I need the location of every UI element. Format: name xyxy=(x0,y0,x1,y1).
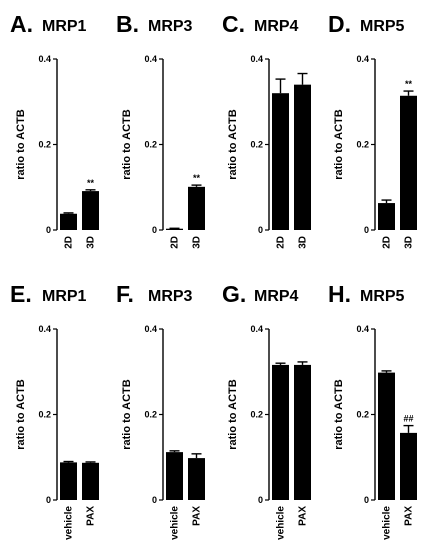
panel-letter: E. xyxy=(10,281,32,307)
bar xyxy=(272,93,289,230)
category-label: 2D xyxy=(276,236,287,249)
category-label: PAX xyxy=(404,506,415,526)
y-tick-label: 0.4 xyxy=(38,324,51,334)
significance-label: ** xyxy=(405,79,413,89)
panel-letter: H. xyxy=(328,281,351,307)
significance-label: ## xyxy=(403,414,413,424)
y-tick-label: 0 xyxy=(46,495,51,505)
y-tick-label: 0.4 xyxy=(250,54,263,64)
category-label: 2D xyxy=(64,236,75,249)
panel-title: MRP1 xyxy=(42,18,87,35)
y-tick-label: 0 xyxy=(46,225,51,235)
bar xyxy=(166,452,183,500)
significance-label: ** xyxy=(193,173,201,183)
y-tick-label: 0 xyxy=(152,225,157,235)
panel-title: MRP3 xyxy=(148,288,193,305)
y-axis-label: ratio to ACTB xyxy=(333,379,345,450)
y-tick-label: 0.4 xyxy=(356,324,369,334)
panel-letter: F. xyxy=(116,281,134,307)
panel-c: C. MRP4 0 0.2 0.4 ratio to ACTB 2D 3D xyxy=(222,11,311,249)
category-label: 3D xyxy=(192,236,203,249)
panel-h: H. MRP5 0 0.2 0.4 ratio to ACTB vehicle ## PAX xyxy=(328,281,417,540)
panel-letter: A. xyxy=(10,11,33,37)
y-axis-label: ratio to ACTB xyxy=(227,109,239,180)
category-label: vehicle xyxy=(170,506,181,540)
y-tick-label: 0.4 xyxy=(250,324,263,334)
category-label: 3D xyxy=(86,236,97,249)
y-tick-label: 0 xyxy=(258,495,263,505)
category-label: vehicle xyxy=(64,506,75,540)
bar xyxy=(60,213,77,230)
category-label: PAX xyxy=(298,506,309,526)
y-tick-label: 0.2 xyxy=(144,140,157,150)
bar xyxy=(272,364,289,500)
y-tick-label: 0 xyxy=(258,225,263,235)
bar xyxy=(294,84,311,231)
y-tick-label: 0.4 xyxy=(38,54,51,64)
y-axis-label: ratio to ACTB xyxy=(333,109,345,180)
y-tick-label: 0 xyxy=(364,495,369,505)
panel-title: MRP1 xyxy=(42,288,87,305)
panel-letter: C. xyxy=(222,11,245,37)
category-label: 3D xyxy=(298,236,309,249)
y-tick-label: 0 xyxy=(364,225,369,235)
y-tick-label: 0.2 xyxy=(250,140,263,150)
y-tick-label: 0.2 xyxy=(356,410,369,420)
panel-letter: D. xyxy=(328,11,351,37)
panel-f: F. MRP3 0 0.2 0.4 ratio to ACTB vehicle PAX xyxy=(116,281,205,540)
y-axis-label: ratio to ACTB xyxy=(227,379,239,450)
y-axis-label: ratio to ACTB xyxy=(15,379,27,450)
y-tick-label: 0.2 xyxy=(144,410,157,420)
y-tick-label: 0.2 xyxy=(38,410,51,420)
bar xyxy=(82,462,99,500)
y-tick-label: 0 xyxy=(152,495,157,505)
category-label: PAX xyxy=(192,506,203,526)
panel-letter: G. xyxy=(222,281,246,307)
panel-e: E. MRP1 0 0.2 0.4 ratio to ACTB vehicle PAX xyxy=(10,281,99,540)
bar xyxy=(400,432,417,500)
panel-title: MRP3 xyxy=(148,18,193,35)
panel-title: MRP4 xyxy=(254,288,299,305)
category-label: vehicle xyxy=(276,506,287,540)
panel-a: A. MRP1 0 0.2 0.4 ratio to ACTB 2D ** 3D xyxy=(10,11,99,249)
bar xyxy=(60,462,77,500)
y-tick-label: 0.4 xyxy=(144,54,157,64)
bar xyxy=(378,203,395,230)
category-label: 2D xyxy=(170,236,181,249)
panel-g: G. MRP4 0 0.2 0.4 ratio to ACTB vehicle PAX xyxy=(222,281,311,540)
category-label: 2D xyxy=(382,236,393,249)
category-label: vehicle xyxy=(382,506,393,540)
y-axis-label: ratio to ACTB xyxy=(121,379,133,450)
panel-title: MRP5 xyxy=(360,288,405,305)
panel-letter: B. xyxy=(116,11,139,37)
bar xyxy=(378,372,395,500)
category-label: 3D xyxy=(404,236,415,249)
panel-title: MRP4 xyxy=(254,18,299,35)
y-tick-label: 0.2 xyxy=(356,140,369,150)
y-tick-label: 0.4 xyxy=(144,324,157,334)
y-tick-label: 0.2 xyxy=(38,140,51,150)
bar xyxy=(82,191,99,230)
bar xyxy=(188,186,205,230)
y-axis-label: ratio to ACTB xyxy=(15,109,27,180)
category-label: PAX xyxy=(86,506,97,526)
panel-title: MRP5 xyxy=(360,18,405,35)
y-axis-label: ratio to ACTB xyxy=(121,109,133,180)
y-tick-label: 0.2 xyxy=(250,410,263,420)
bar xyxy=(400,95,417,230)
bar xyxy=(166,228,183,230)
bar xyxy=(188,458,205,500)
panel-d: D. MRP5 0 0.2 0.4 ratio to ACTB 2D ** 3D xyxy=(328,11,417,249)
bar xyxy=(294,364,311,500)
significance-label: ** xyxy=(87,178,95,188)
y-tick-label: 0.4 xyxy=(356,54,369,64)
panel-b: B. MRP3 0 0.2 0.4 ratio to ACTB 2D ** 3D xyxy=(116,11,205,249)
